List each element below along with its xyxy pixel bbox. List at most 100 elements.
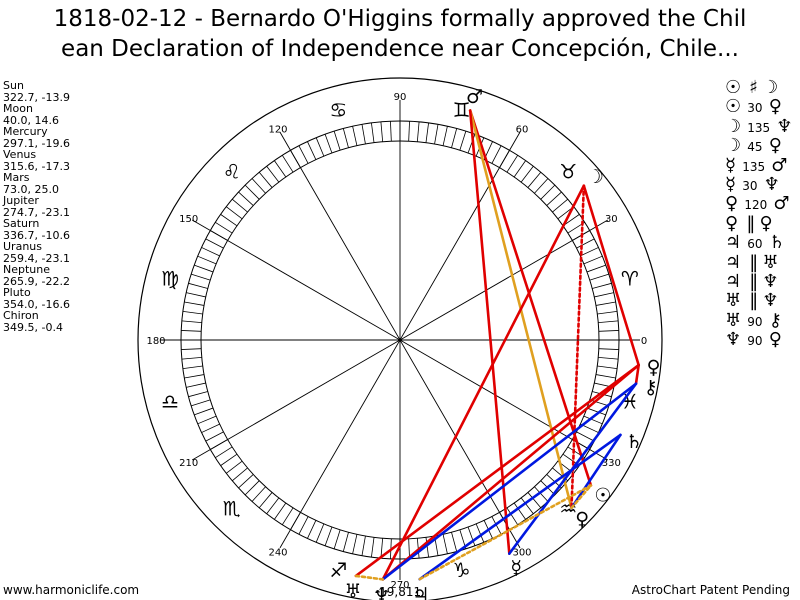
degree-labels: 0 30 60 90 120 150 180 210 240 270 300 330 bbox=[146, 92, 647, 591]
degree-tick bbox=[201, 423, 220, 433]
degree-tick bbox=[513, 160, 526, 178]
aspect-row: ♅ 90 ⚷ bbox=[725, 310, 792, 330]
degree-tick bbox=[451, 128, 458, 148]
degree-tick bbox=[589, 399, 609, 407]
degree-tick bbox=[251, 486, 266, 502]
aspect-line bbox=[381, 184, 586, 581]
degree-tick bbox=[598, 356, 619, 360]
chart-title: 1818-02-12 - Bernardo O'Higgins formally… bbox=[0, 4, 800, 64]
aspect-row: ☉ 30 ♀ bbox=[725, 97, 792, 116]
degree-label: 240 bbox=[268, 547, 287, 558]
aspect-glyph: ♀ bbox=[759, 212, 773, 234]
zodiac-signs: ♈ ♉ ♊ ♋ ♌ ♍ ♎ ♏ ♐ ♑ ♒ ♓ bbox=[161, 98, 639, 582]
degree-tick bbox=[352, 126, 358, 146]
aspect-angle: 45 bbox=[747, 140, 763, 155]
zodiac-sign-glyph: ♋ bbox=[329, 98, 347, 122]
degree-tick bbox=[442, 126, 448, 146]
aspect-glyph: ‖ bbox=[749, 290, 759, 312]
degree-tick bbox=[298, 145, 309, 164]
aspect-glyph: ♃ bbox=[725, 270, 742, 292]
planet-glyph-icon: ♃ bbox=[412, 584, 429, 600]
planet-name: Jupiter bbox=[3, 194, 39, 207]
planet-glyph-icon: ☽ bbox=[587, 166, 604, 188]
planet-name: Pluto bbox=[3, 286, 31, 299]
aspect-angle: 60 bbox=[747, 237, 763, 252]
footer-website[interactable]: www.harmoniclife.com bbox=[3, 583, 140, 597]
planet-glyph-icon: ♅ bbox=[345, 581, 362, 600]
aspect-line bbox=[381, 382, 638, 581]
degree-tick bbox=[188, 282, 208, 289]
degree-tick bbox=[226, 460, 243, 474]
degree-tick bbox=[595, 374, 616, 379]
aspect-row: ♃ ‖ ♅ bbox=[725, 251, 792, 273]
planet-name: Mercury bbox=[3, 125, 48, 138]
aspect-glyph: ♀ bbox=[725, 193, 739, 215]
degree-tick bbox=[191, 399, 211, 407]
aspect-row: ☽ 135 ♆ bbox=[725, 117, 792, 136]
degree-tick bbox=[576, 431, 595, 442]
degree-tick bbox=[226, 206, 243, 220]
degree-tick bbox=[408, 121, 410, 142]
zodiac-sign-glyph: ♈ bbox=[621, 266, 639, 290]
aspect-list: ☉ ♯ ☽ ☉ 30 ♀ ☽ 135 ♆ ☽ 45 ♀ ☿ 135 ♂ ☿ 30… bbox=[725, 78, 792, 349]
degree-tick bbox=[181, 330, 202, 332]
spoke-line bbox=[191, 219, 609, 461]
zodiac-sign-glyph: ♐ bbox=[329, 558, 347, 582]
aspect-glyph: ☿ bbox=[725, 173, 737, 195]
aspect-glyph: ♆ bbox=[762, 290, 779, 312]
aspect-glyph: ♀ bbox=[725, 212, 739, 234]
aspect-glyph: ☽ bbox=[725, 135, 742, 157]
degree-tick bbox=[182, 365, 203, 369]
degree-tick bbox=[586, 264, 606, 273]
aspect-glyph: ☿ bbox=[725, 154, 737, 176]
zodiac-sign-glyph: ♊ bbox=[453, 98, 471, 122]
degree-tick bbox=[197, 415, 217, 425]
degree-tick bbox=[182, 311, 203, 315]
aspect-line bbox=[418, 484, 593, 581]
aspect-glyph: ♀ bbox=[768, 329, 782, 351]
degree-tick bbox=[315, 523, 325, 543]
degree-tick bbox=[281, 155, 294, 173]
zodiac-sign-glyph: ♌ bbox=[223, 160, 241, 184]
degree-tick bbox=[583, 415, 603, 425]
title-line-2: ean Declaration of Independence near Con… bbox=[61, 36, 739, 62]
degree-tick bbox=[352, 534, 358, 554]
degree-tick bbox=[333, 131, 341, 151]
degree-tick bbox=[281, 507, 294, 525]
degree-label: 210 bbox=[179, 458, 198, 469]
aspect-row: ☽ 45 ♀ bbox=[725, 136, 792, 155]
aspect-line bbox=[570, 484, 593, 510]
degree-tick bbox=[231, 467, 248, 482]
aspect-glyph: ☽ bbox=[725, 115, 742, 137]
planet-values: 349.5, -0.4 bbox=[3, 320, 63, 334]
degree-tick bbox=[184, 301, 205, 306]
degree-tick bbox=[238, 474, 254, 489]
degree-tick bbox=[451, 532, 458, 552]
degree-label: 120 bbox=[268, 125, 287, 136]
aspect-row: ☿ 30 ♆ bbox=[725, 175, 792, 194]
aspect-line bbox=[582, 184, 640, 367]
aspect-line bbox=[570, 184, 586, 510]
degree-tick bbox=[215, 446, 233, 459]
degree-tick bbox=[589, 273, 609, 281]
degree-tick bbox=[597, 311, 618, 315]
degree-tick bbox=[580, 247, 599, 257]
degree-tick bbox=[307, 141, 317, 160]
aspect-row: ♆ 90 ♀ bbox=[725, 330, 792, 349]
aspect-row: ♀ 120 ♂ bbox=[725, 194, 792, 213]
aspect-glyph: ♀ bbox=[768, 96, 782, 118]
aspect-glyph: ♃ bbox=[725, 251, 742, 273]
degree-tick bbox=[181, 348, 202, 350]
degree-tick bbox=[258, 171, 273, 188]
aspect-glyph: ♆ bbox=[725, 329, 742, 351]
aspect-line bbox=[570, 433, 622, 510]
degree-tick bbox=[184, 374, 205, 379]
planet-glyph-icon: ♀ bbox=[575, 508, 589, 530]
planet-name: Sun bbox=[3, 79, 24, 92]
degree-tick bbox=[491, 145, 502, 164]
degree-tick bbox=[598, 320, 619, 324]
degree-label: 30 bbox=[605, 214, 618, 225]
degree-tick bbox=[258, 492, 273, 509]
planet-values: 40.0, 14.6 bbox=[3, 113, 59, 127]
degree-tick bbox=[197, 255, 217, 265]
